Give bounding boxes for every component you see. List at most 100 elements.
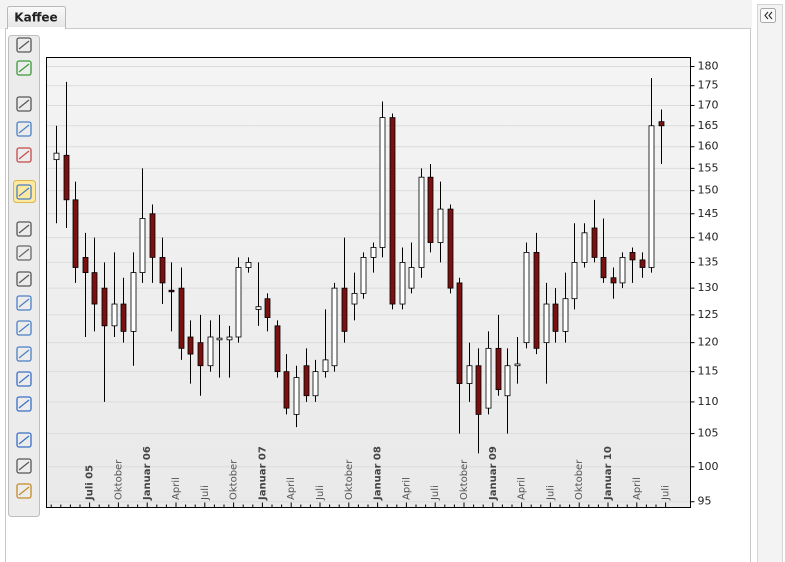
candle-body bbox=[351, 292, 358, 305]
candle-body bbox=[63, 154, 70, 201]
plot-area bbox=[46, 57, 691, 508]
y-tick-label: 130 bbox=[698, 281, 719, 294]
tab-bar bbox=[0, 0, 752, 29]
tool-icon bbox=[16, 147, 32, 163]
tool-icon bbox=[16, 346, 32, 362]
candle-body bbox=[226, 336, 233, 341]
y-tick-label: 140 bbox=[698, 231, 719, 244]
tool-icon bbox=[16, 271, 32, 287]
candle-body bbox=[571, 262, 578, 300]
candle-body bbox=[91, 272, 98, 305]
x-tick-label: Oktober bbox=[344, 459, 355, 500]
tool-glyph bbox=[18, 323, 30, 333]
x-tick-label: Januar 10 bbox=[603, 446, 614, 501]
y-tick-label: 95 bbox=[698, 495, 712, 508]
candle-body bbox=[514, 363, 521, 367]
tool-icon bbox=[16, 37, 32, 53]
tool-icon bbox=[16, 60, 32, 76]
tool-button[interactable] bbox=[16, 483, 32, 499]
y-tick-label: 115 bbox=[698, 365, 719, 378]
y-tick-label: 165 bbox=[698, 119, 719, 132]
tool-button[interactable] bbox=[16, 396, 32, 412]
candle-body bbox=[139, 218, 146, 273]
y-tick-label: 170 bbox=[698, 98, 719, 111]
tool-glyph bbox=[18, 298, 30, 308]
candle-body bbox=[437, 208, 444, 243]
candle-body bbox=[533, 252, 540, 349]
candle-body bbox=[504, 365, 511, 397]
tool-button[interactable] bbox=[16, 221, 32, 237]
tool-icon bbox=[16, 221, 32, 237]
tool-button[interactable] bbox=[16, 346, 32, 362]
collapse-button[interactable] bbox=[760, 8, 776, 23]
tool-button[interactable] bbox=[16, 295, 32, 311]
candle-body bbox=[447, 208, 454, 289]
y-tick-label: 150 bbox=[698, 184, 719, 197]
side-panel bbox=[757, 4, 783, 562]
candle-body bbox=[178, 287, 185, 349]
tool-button[interactable] bbox=[16, 121, 32, 137]
candle-body bbox=[159, 257, 166, 284]
tool-glyph bbox=[18, 150, 30, 160]
candle-body bbox=[101, 287, 108, 327]
tool-button[interactable] bbox=[16, 320, 32, 336]
x-tick-label: Januar 07 bbox=[257, 446, 268, 501]
candle-body bbox=[418, 176, 425, 268]
tool-button[interactable] bbox=[16, 245, 32, 261]
candle-body bbox=[370, 247, 377, 258]
candle-body bbox=[389, 117, 396, 305]
y-tick-label: 100 bbox=[698, 460, 719, 473]
candle-body bbox=[600, 257, 607, 279]
tool-button[interactable] bbox=[16, 37, 32, 53]
candle-body bbox=[111, 303, 118, 327]
tool-button[interactable] bbox=[16, 432, 32, 448]
x-tick-label: Juli bbox=[315, 485, 326, 501]
tool-button[interactable] bbox=[16, 371, 32, 387]
candle-body bbox=[408, 267, 415, 289]
tool-icon bbox=[16, 121, 32, 137]
x-tick-label: Juli 05 bbox=[85, 465, 96, 501]
candle-body bbox=[648, 125, 655, 268]
tool-glyph bbox=[18, 124, 30, 134]
candles bbox=[53, 77, 665, 454]
candle-body bbox=[456, 282, 463, 384]
candle-body bbox=[255, 306, 262, 310]
tool-button[interactable] bbox=[13, 180, 36, 203]
candle-body bbox=[293, 377, 300, 415]
candle-body bbox=[485, 347, 492, 409]
tool-button[interactable] bbox=[16, 147, 32, 163]
tool-button[interactable] bbox=[16, 96, 32, 112]
tool-glyph bbox=[18, 486, 30, 496]
candle-body bbox=[274, 325, 281, 373]
tool-button[interactable] bbox=[16, 271, 32, 287]
tool-glyph bbox=[18, 40, 30, 50]
candle-body bbox=[639, 259, 646, 268]
tool-icon bbox=[16, 396, 32, 412]
tools bbox=[13, 37, 36, 499]
y-tick-label: 145 bbox=[698, 207, 719, 220]
x-tick-label: Oktober bbox=[459, 459, 470, 500]
y-tick-label: 105 bbox=[698, 427, 719, 440]
x-tick-label: April bbox=[286, 477, 297, 500]
candle-body bbox=[360, 257, 367, 294]
tool-icon bbox=[16, 371, 32, 387]
x-tick-label: Juli bbox=[661, 485, 672, 501]
x-tick-label: Juli bbox=[200, 485, 211, 501]
tool-button[interactable] bbox=[16, 60, 32, 76]
x-tick-label: Oktober bbox=[574, 459, 585, 500]
y-tick-label: 125 bbox=[698, 308, 719, 321]
y-tick-label: 120 bbox=[698, 336, 719, 349]
candle-body bbox=[264, 298, 271, 318]
tool-glyph bbox=[18, 374, 30, 384]
y-tick-label: 180 bbox=[698, 60, 719, 73]
x-tick-label: April bbox=[517, 477, 528, 500]
x-tick-label: Januar 08 bbox=[373, 446, 384, 501]
tool-glyph bbox=[18, 274, 30, 284]
tool-icon bbox=[16, 320, 32, 336]
candle-body bbox=[216, 337, 223, 341]
tool-button[interactable] bbox=[16, 458, 32, 474]
y-tick-label: 135 bbox=[698, 255, 719, 268]
x-tick-label: April bbox=[632, 477, 643, 500]
tool-icon bbox=[16, 184, 32, 200]
